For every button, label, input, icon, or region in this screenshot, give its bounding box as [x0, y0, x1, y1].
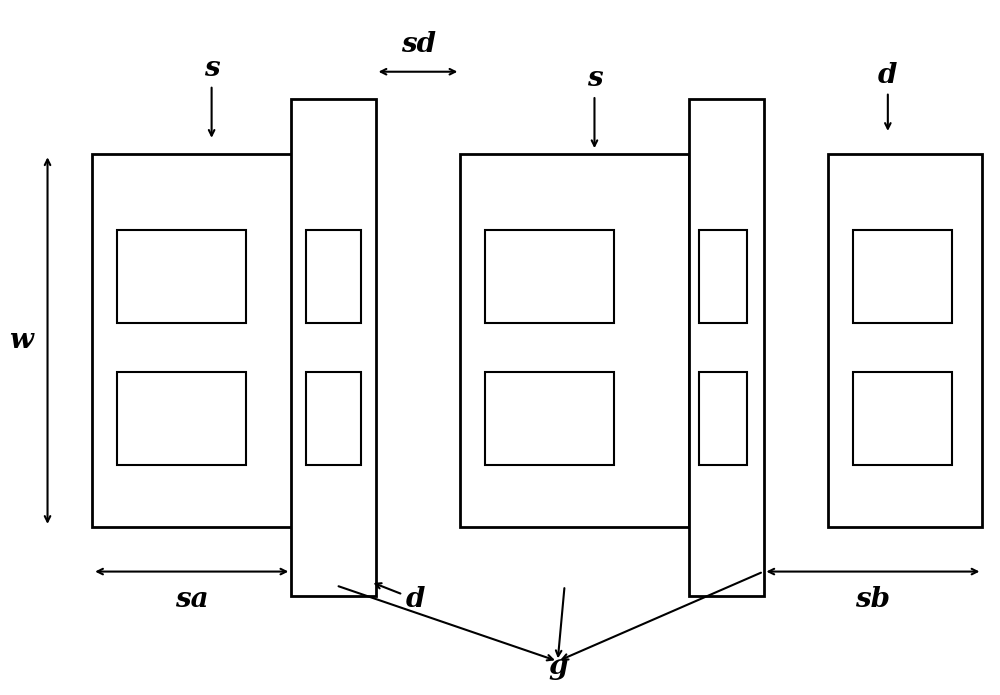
Bar — [828, 154, 982, 527]
Text: sb: sb — [855, 586, 890, 613]
Text: s: s — [204, 55, 219, 136]
Text: g: g — [548, 653, 567, 680]
Bar — [306, 230, 361, 323]
Text: sd: sd — [401, 31, 436, 58]
Bar — [485, 372, 614, 465]
Bar — [117, 372, 246, 465]
Bar — [306, 372, 361, 465]
Bar — [291, 99, 376, 596]
Bar — [689, 99, 764, 596]
Text: s: s — [587, 65, 602, 146]
Text: d: d — [878, 62, 898, 129]
Bar — [92, 154, 321, 527]
Bar — [853, 372, 952, 465]
Text: sa: sa — [175, 586, 209, 613]
Bar — [699, 372, 747, 465]
Bar — [117, 230, 246, 323]
Text: d: d — [375, 583, 425, 613]
Bar — [699, 230, 747, 323]
Bar — [460, 154, 689, 527]
Bar — [485, 230, 614, 323]
Text: w: w — [9, 327, 33, 354]
Bar — [853, 230, 952, 323]
